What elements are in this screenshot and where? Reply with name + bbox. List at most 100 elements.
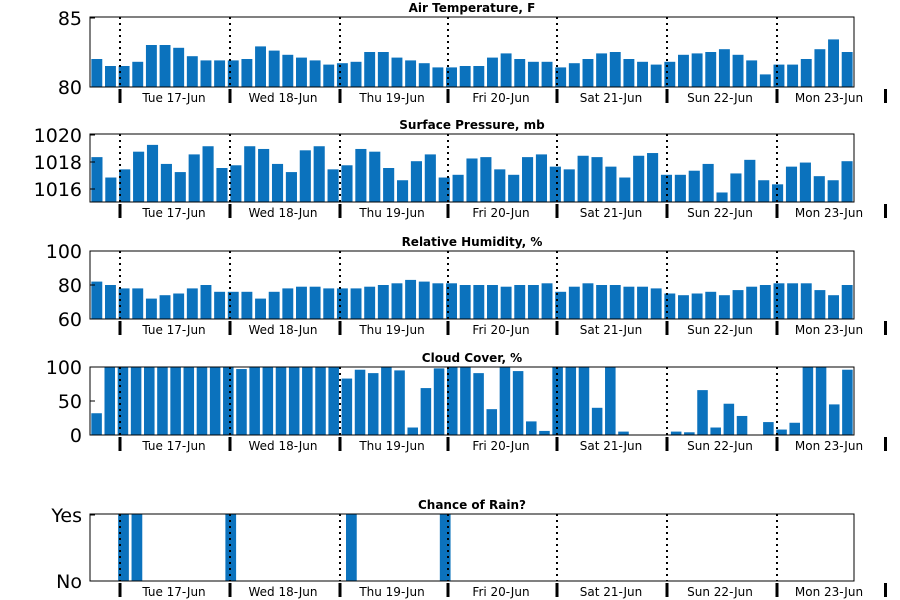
x-tick-mark [228, 89, 232, 103]
bar [225, 514, 237, 581]
bar [439, 514, 451, 581]
x-tick-mark [775, 204, 779, 218]
x-tick-label: Wed 18-Jun [249, 439, 318, 453]
bar [527, 61, 539, 87]
bar [514, 285, 526, 319]
bar [732, 54, 744, 87]
bar [664, 61, 676, 87]
x-tick-mark [555, 437, 559, 451]
bar [841, 161, 853, 202]
bar [494, 169, 506, 202]
bar [336, 63, 348, 87]
x-tick-mark [555, 204, 559, 218]
x-tick-mark [665, 583, 669, 597]
bar [118, 288, 130, 319]
bar [552, 367, 563, 435]
bar [255, 46, 266, 87]
x-tick-mark [555, 89, 559, 103]
bar [118, 66, 130, 87]
bar [705, 52, 717, 87]
bar [541, 283, 553, 319]
bar [473, 373, 484, 435]
bar [664, 293, 676, 319]
bar [650, 64, 662, 87]
bar [364, 286, 376, 319]
bar [800, 59, 812, 87]
x-tick-mark [884, 89, 887, 103]
bar [522, 157, 534, 202]
bar [105, 66, 116, 87]
bar [710, 427, 721, 435]
bar [446, 367, 458, 435]
x-tick-label: Sun 22-Jun [687, 323, 753, 337]
x-tick-label: Tue 17-Jun [141, 585, 205, 599]
bar [119, 169, 131, 202]
bar [773, 283, 785, 319]
y-tick-label: 80 [58, 275, 82, 297]
bar [705, 291, 717, 319]
x-tick-label: Thu 19-Jun [358, 206, 424, 220]
bar [144, 367, 155, 435]
bar [410, 161, 422, 202]
bar [787, 64, 799, 87]
plot-frame [89, 16, 855, 88]
x-tick-label: Fri 20-Jun [472, 439, 529, 453]
chart-title: Relative Humidity, % [402, 235, 543, 249]
bar [744, 159, 756, 202]
bar [364, 52, 376, 87]
bar [132, 61, 144, 87]
bar [772, 184, 784, 202]
bar [105, 285, 116, 319]
bar [91, 281, 103, 319]
bar [367, 373, 379, 435]
bar [591, 157, 603, 202]
bar [591, 407, 603, 435]
bar [200, 285, 212, 319]
bar [438, 177, 450, 202]
bar [91, 157, 103, 202]
bar [381, 367, 392, 435]
bar [718, 49, 730, 87]
x-tick-mark [338, 321, 342, 335]
x-tick-mark [884, 583, 887, 597]
x-tick-mark [338, 437, 342, 451]
bar [730, 173, 742, 202]
bar [275, 367, 287, 435]
x-tick-label: Tue 17-Jun [141, 91, 205, 105]
x-tick-label: Fri 20-Jun [472, 323, 529, 337]
x-tick-label: Tue 17-Jun [141, 439, 205, 453]
bar [216, 168, 228, 202]
chart-panel: Surface Pressure, mb 1016 1018 1020 Tue 17-J… [34, 118, 887, 220]
bar [828, 404, 840, 435]
x-tick-label: Fri 20-Jun [472, 206, 529, 220]
x-tick-mark [338, 583, 342, 597]
bar [688, 170, 700, 202]
bar [841, 52, 853, 87]
x-tick-label: Sun 22-Jun [687, 206, 753, 220]
bar [582, 283, 594, 319]
bar [697, 390, 708, 435]
bar [773, 64, 785, 87]
bar [432, 67, 444, 87]
bar [405, 279, 417, 319]
bar [296, 57, 307, 87]
bar [623, 59, 635, 87]
x-tick-mark [884, 437, 887, 451]
bar [473, 66, 485, 87]
bar [394, 370, 405, 435]
x-tick-label: Sat 21-Jun [580, 206, 643, 220]
bar [336, 288, 348, 319]
bar [255, 298, 266, 319]
bar [605, 367, 616, 435]
bar [369, 151, 381, 202]
x-tick-mark [118, 204, 122, 218]
plot-frame [89, 133, 855, 203]
chart-panel: Air Temperature, F 80 85 Tue 17-Jun Wed 18-J… [58, 1, 887, 105]
y-tick-label: 60 [58, 309, 82, 331]
bar [527, 285, 539, 319]
bar [539, 430, 550, 435]
bar [313, 146, 325, 202]
x-tick-label: Sun 22-Jun [687, 439, 753, 453]
bar [596, 53, 608, 87]
bar [623, 286, 635, 319]
